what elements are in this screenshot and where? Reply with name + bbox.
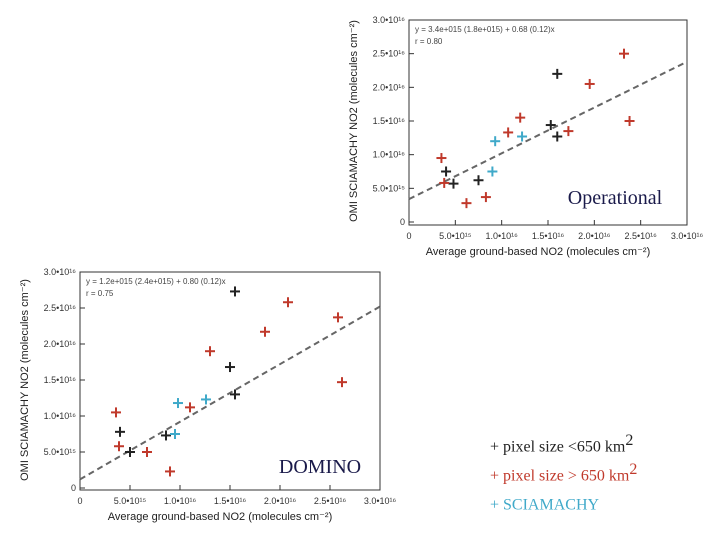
operational-ytick-label: 5.0•10¹⁵ bbox=[373, 183, 406, 193]
operational-point-series-1 bbox=[584, 78, 595, 89]
domino-point-series-1 bbox=[337, 377, 347, 388]
domino-xtick-label: 0 bbox=[77, 496, 82, 506]
domino-ytick-label: 0 bbox=[71, 483, 76, 493]
operational-fit-r: r = 0.80 bbox=[415, 37, 443, 46]
legend-item-small-pixel: + pixel size <650 km2 bbox=[490, 426, 710, 455]
domino-ytick-label: 2.0•10¹⁶ bbox=[44, 339, 77, 349]
operational-point-series-0 bbox=[441, 166, 452, 177]
legend-label-sciamachy: SCIAMACHY bbox=[503, 496, 600, 514]
domino-point-series-1 bbox=[114, 441, 124, 452]
operational-xtick-label: 3.0•10¹⁶ bbox=[671, 231, 704, 241]
domino-point-series-1 bbox=[205, 346, 215, 357]
domino-xtick-label: 2.0•10¹⁶ bbox=[264, 496, 297, 506]
legend-marker-small-pixel: + bbox=[490, 438, 500, 456]
operational-point-series-0 bbox=[552, 68, 563, 79]
operational-panel: 0 5.0•10¹⁵ 1.0•10¹⁶ 1.5•10¹⁶ 2.0•10¹⁶ 2.5•10¹… bbox=[348, 15, 703, 258]
operational-point-series-0 bbox=[545, 120, 556, 131]
domino-ytick-label: 1.5•10¹⁶ bbox=[44, 375, 77, 385]
domino-point-series-0 bbox=[225, 362, 235, 373]
domino-ytick-label: 5.0•10¹⁵ bbox=[44, 447, 77, 457]
domino-fit-equation: y = 1.2e+015 (2.4e+015) + 0.80 (0.12)x bbox=[86, 277, 226, 286]
domino-xtick-label: 1.5•10¹⁶ bbox=[214, 496, 247, 506]
operational-point-series-1 bbox=[618, 48, 629, 59]
operational-xtick-label: 2.5•10¹⁶ bbox=[624, 231, 657, 241]
domino-xtick-label: 2.5•10¹⁶ bbox=[314, 496, 347, 506]
operational-point-series-2 bbox=[490, 136, 501, 147]
legend: + pixel size <650 km2 + pixel size > 650… bbox=[490, 426, 710, 513]
domino-point-series-1 bbox=[111, 407, 121, 418]
operational-point-series-1 bbox=[624, 116, 635, 126]
operational-panel-label: Operational bbox=[568, 187, 663, 209]
domino-point-series-1 bbox=[165, 466, 175, 477]
operational-ytick-label: 2.0•10¹⁶ bbox=[373, 82, 406, 92]
operational-point-series-0 bbox=[473, 175, 484, 186]
domino-point-series-1 bbox=[142, 447, 152, 457]
domino-point-series-1 bbox=[283, 297, 293, 308]
operational-point-series-0 bbox=[448, 178, 459, 189]
domino-point-series-0 bbox=[115, 426, 125, 437]
operational-point-series-1 bbox=[503, 127, 514, 138]
domino-xtick-label: 5.0•10¹⁵ bbox=[114, 496, 147, 506]
domino-fit-line bbox=[79, 305, 381, 481]
domino-y-axis-title: OMI SCIAMACHY NO2 (molecules cm⁻²) bbox=[19, 279, 31, 481]
operational-y-axis-title: OMI SCIAMACHY NO2 (molecules cm⁻²) bbox=[348, 20, 360, 222]
legend-marker-large-pixel: + bbox=[490, 467, 500, 485]
domino-point-series-1 bbox=[185, 402, 195, 413]
domino-point-series-0 bbox=[125, 447, 135, 457]
operational-point-series-2 bbox=[517, 131, 528, 142]
legend-label-small-pixel: pixel size <650 km bbox=[503, 438, 626, 456]
domino-point-series-2 bbox=[170, 429, 180, 439]
operational-point-series-1 bbox=[461, 198, 472, 209]
legend-marker-sciamachy: + bbox=[490, 496, 500, 514]
operational-xtick-label: 1.0•10¹⁶ bbox=[485, 231, 518, 241]
operational-xtick-label: 1.5•10¹⁶ bbox=[532, 231, 565, 241]
operational-ytick-label: 2.5•10¹⁶ bbox=[373, 49, 406, 59]
legend-item-large-pixel: + pixel size > 650 km2 bbox=[490, 455, 710, 484]
legend-sup-large-pixel: 2 bbox=[629, 461, 638, 478]
operational-ytick-label: 0 bbox=[400, 217, 405, 227]
operational-point-series-1 bbox=[563, 126, 574, 137]
operational-point-series-1 bbox=[515, 112, 526, 123]
domino-panel-label: DOMINO bbox=[279, 456, 361, 478]
operational-fit-line bbox=[408, 60, 688, 201]
operational-ytick-label: 1.5•10¹⁶ bbox=[373, 116, 406, 126]
domino-ytick-label: 2.5•10¹⁶ bbox=[44, 303, 77, 313]
operational-xtick-label: 0 bbox=[406, 231, 411, 241]
operational-point-series-1 bbox=[436, 153, 447, 164]
domino-panel: 0 5.0•10¹⁵ 1.0•10¹⁶ 1.5•10¹⁶ 2.0•10¹⁶ 2.5•10¹… bbox=[19, 267, 396, 523]
legend-label-large-pixel: pixel size > 650 km bbox=[503, 467, 630, 485]
operational-point-series-0 bbox=[552, 131, 563, 142]
operational-fit-equation: y = 3.4e+015 (1.8e+015) + 0.68 (0.12)x bbox=[415, 25, 555, 34]
domino-ytick-label: 1.0•10¹⁶ bbox=[44, 411, 77, 421]
legend-item-sciamachy: + SCIAMACHY bbox=[490, 484, 710, 513]
domino-xtick-label: 1.0•10¹⁶ bbox=[164, 496, 197, 506]
operational-xtick-label: 2.0•10¹⁶ bbox=[578, 231, 611, 241]
domino-point-series-0 bbox=[161, 430, 171, 441]
domino-point-series-0 bbox=[230, 389, 240, 400]
operational-ytick-label: 3.0•10¹⁶ bbox=[373, 15, 406, 25]
operational-x-axis-title: Average ground-based NO2 (molecules cm⁻²… bbox=[426, 246, 650, 258]
operational-point-series-1 bbox=[439, 177, 450, 188]
legend-sup-small-pixel: 2 bbox=[625, 432, 634, 449]
operational-ytick-label: 1.0•10¹⁶ bbox=[373, 150, 406, 160]
domino-x-axis-title: Average ground-based NO2 (molecules cm⁻²… bbox=[108, 511, 332, 523]
operational-point-series-2 bbox=[487, 166, 498, 177]
domino-fit-r: r = 0.75 bbox=[86, 289, 114, 298]
domino-xtick-label: 3.0•10¹⁶ bbox=[364, 496, 397, 506]
domino-point-series-1 bbox=[333, 312, 343, 323]
domino-point-series-1 bbox=[260, 326, 270, 337]
operational-xtick-label: 5.0•10¹⁵ bbox=[439, 231, 472, 241]
domino-point-series-2 bbox=[173, 398, 183, 409]
domino-point-series-2 bbox=[201, 394, 211, 405]
domino-ytick-label: 3.0•10¹⁶ bbox=[44, 267, 77, 277]
domino-point-series-0 bbox=[230, 286, 240, 297]
operational-point-series-1 bbox=[480, 192, 491, 203]
